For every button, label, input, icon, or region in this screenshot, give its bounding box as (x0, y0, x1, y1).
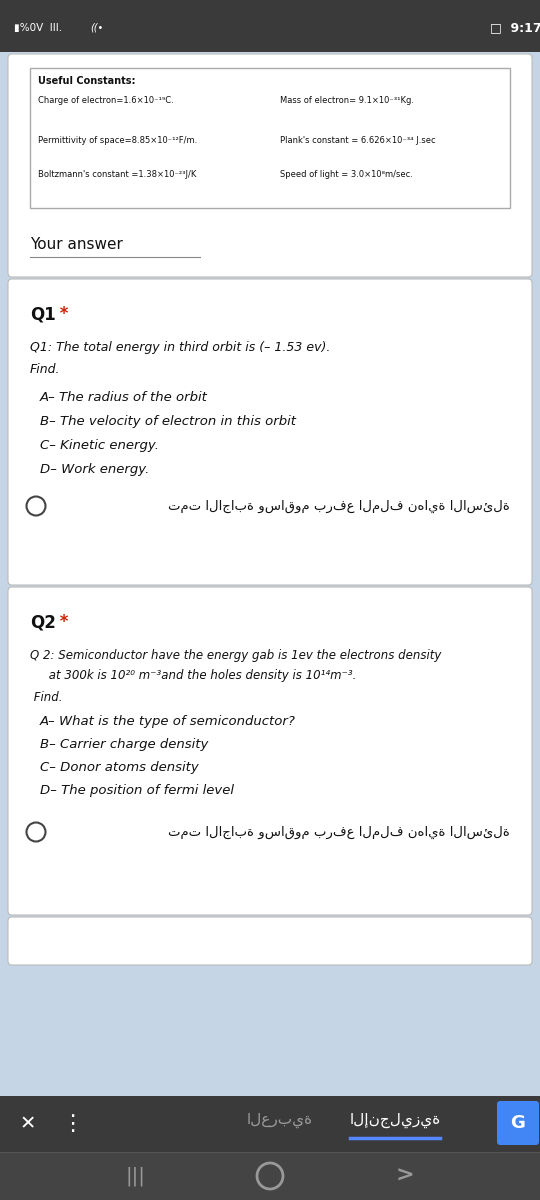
Text: ✕: ✕ (20, 1115, 36, 1134)
FancyBboxPatch shape (8, 587, 532, 914)
Text: Find.: Find. (30, 362, 60, 376)
Text: Q1: Q1 (30, 305, 56, 323)
Text: Speed of light = 3.0×10⁸m/sec.: Speed of light = 3.0×10⁸m/sec. (280, 170, 413, 179)
Text: *: * (54, 613, 69, 631)
Text: |||: ||| (125, 1166, 145, 1186)
Text: B– The velocity of electron in this orbit: B– The velocity of electron in this orbi… (40, 415, 296, 428)
FancyBboxPatch shape (8, 278, 532, 584)
FancyBboxPatch shape (8, 917, 532, 965)
Text: ((•: ((• (90, 23, 103, 32)
Text: C– Kinetic energy.: C– Kinetic energy. (40, 439, 159, 452)
Text: Charge of electron=1.6×10⁻¹⁹C.: Charge of electron=1.6×10⁻¹⁹C. (38, 96, 174, 104)
FancyBboxPatch shape (497, 1102, 539, 1145)
Text: Boltzmann's constant =1.38×10⁻²³J/K: Boltzmann's constant =1.38×10⁻²³J/K (38, 170, 197, 179)
Text: B– Carrier charge density: B– Carrier charge density (40, 738, 208, 751)
Text: *: * (54, 305, 69, 323)
Text: تمت الاجابة وساقوم برفع الملف نهاية الاسئلة: تمت الاجابة وساقوم برفع الملف نهاية الاس… (168, 826, 510, 839)
Text: A– What is the type of semiconductor?: A– What is the type of semiconductor? (40, 715, 296, 728)
Text: G: G (510, 1114, 525, 1132)
Text: Your answer: Your answer (30, 236, 123, 252)
Bar (0, 1152, 540, 1200)
Text: Q 2: Semiconductor have the energy gab is 1ev the electrons density: Q 2: Semiconductor have the energy gab i… (30, 649, 441, 662)
Text: D– Work energy.: D– Work energy. (40, 463, 150, 476)
Bar (0, 0, 540, 52)
FancyBboxPatch shape (30, 68, 510, 208)
FancyBboxPatch shape (8, 54, 532, 277)
Text: □  9:17: □ 9:17 (490, 22, 540, 35)
Text: C– Donor atoms density: C– Donor atoms density (40, 761, 199, 774)
Text: at 300k is 10²⁰ m⁻³and the holes density is 10¹⁴m⁻³.: at 300k is 10²⁰ m⁻³and the holes density… (30, 670, 356, 682)
Text: D– The position of fermi level: D– The position of fermi level (40, 784, 234, 797)
Text: العربية: العربية (247, 1112, 313, 1128)
Bar (0, 1096, 540, 1152)
Text: الإنجليزية: الإنجليزية (349, 1112, 441, 1128)
Text: ⋮: ⋮ (61, 1114, 83, 1134)
Text: >: > (396, 1166, 414, 1186)
Text: ▮%0V  lll.: ▮%0V lll. (14, 23, 65, 32)
Text: Plank's constant = 6.626×10⁻³⁴ J.sec: Plank's constant = 6.626×10⁻³⁴ J.sec (280, 136, 436, 145)
Text: Useful Constants:: Useful Constants: (38, 76, 136, 86)
Text: تمت الاجابة وساقوم برفع الملف نهاية الاسئلة: تمت الاجابة وساقوم برفع الملف نهاية الاس… (168, 499, 510, 512)
Text: Q2: Q2 (30, 613, 56, 631)
Text: A– The radius of the orbit: A– The radius of the orbit (40, 391, 208, 404)
Text: Permittivity of space=8.85×10⁻¹²F/m.: Permittivity of space=8.85×10⁻¹²F/m. (38, 136, 197, 145)
Text: Q1: The total energy in third orbit is (– 1.53 ev).: Q1: The total energy in third orbit is (… (30, 341, 330, 354)
Text: Mass of electron= 9.1×10⁻³¹Kg.: Mass of electron= 9.1×10⁻³¹Kg. (280, 96, 414, 104)
Text: Find.: Find. (30, 691, 63, 704)
